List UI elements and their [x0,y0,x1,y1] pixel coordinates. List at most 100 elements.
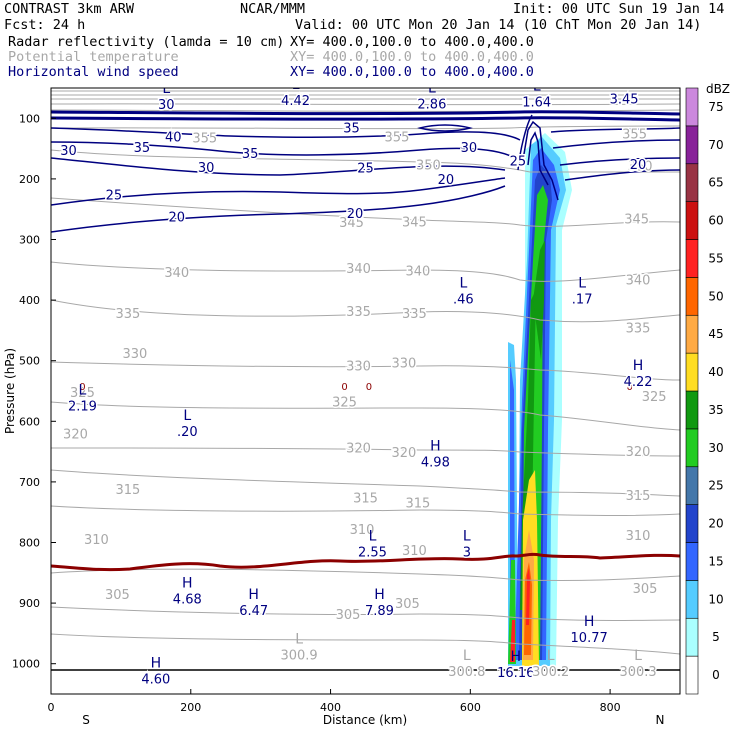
theta-label: 330 [346,360,371,375]
colorbar-swatch [685,163,699,202]
colorbar: 0 5 10 15 20 25 30 35 40 45 50 55 60 65 70 75 [685,87,724,695]
theta-line [51,94,680,96]
colorbar-unit: dBZ [706,82,730,96]
extremum-value: 300.9 [280,648,317,663]
wind-jet-band [51,116,680,122]
theta-label: 345 [402,215,427,230]
extremum-type: H [182,576,193,592]
colorbar-swatch [685,428,699,468]
extremum-value: 2.19 [68,399,97,414]
theta-label: 315 [626,489,651,504]
theta-label: 350 [416,158,441,173]
colorbar-level-label: 40 [708,365,723,379]
theta-label: 320 [626,445,651,460]
extremum-type: H [584,614,595,630]
wind-speed-label: 20 [438,173,455,188]
reflectivity-50dbz [526,568,530,625]
theta-line [51,361,680,381]
theta-line [51,606,680,621]
theta-line [51,299,680,323]
extremum-type: L [547,648,555,664]
theta-label: 335 [346,305,371,320]
wind-contour [559,157,680,166]
theta-label: 345 [624,212,649,227]
colorbar-swatch [685,617,699,657]
theta-label: 335 [402,307,427,322]
plot-frame [50,87,681,695]
extremum-value: .17 [572,293,593,308]
theta-label: 325 [70,386,95,401]
extremum-value: 300.3 [619,665,656,680]
extremum-type: L [463,648,471,664]
wind-speed-label: 20 [169,210,186,225]
theta-label: 310 [402,544,427,559]
theta-label: 335 [626,321,651,336]
wind-speed-label: 20 [630,158,647,173]
extremum-value: 1.64 [522,96,551,111]
theta-label: 320 [63,427,88,442]
organization-label: NCAR/MMM [240,1,306,17]
theta-label: 355 [385,130,410,145]
extremum-type: H [248,587,259,603]
wind-speed-label: 30 [60,144,77,159]
colorbar-level-label: 70 [708,138,723,152]
colorbar-level-label: 15 [708,554,723,568]
extremum-type: L [620,76,628,92]
y-tick-label: 400 [19,294,40,307]
x-axis-title: Distance (km) [323,713,407,727]
freezing-level-label: 0 [626,382,632,393]
theta-label: 310 [350,523,375,538]
theta-line [51,505,680,516]
extremum-value: 7.89 [365,604,394,619]
theta-label: 355 [622,127,647,142]
theta-line [51,633,680,655]
y-tick-label: 200 [19,173,40,186]
colorbar-swatch [685,314,699,354]
colorbar-level-label: 10 [708,592,723,606]
theta-line [51,149,680,173]
colorbar-level-label: 0 [712,668,720,682]
wind-jet-band [51,110,680,116]
extremum-type: L [79,382,87,398]
extremum-type: L [292,77,300,93]
colorbar-level-label: 20 [708,517,723,531]
theta-line [51,447,680,457]
reflectivity-tower [508,133,572,666]
colorbar-level-label: 60 [708,214,723,228]
colorbar-level-label: 25 [708,479,723,493]
model-title: CONTRAST 3km ARW [4,1,135,17]
theta-line [51,90,680,92]
extremum-value: 10.77 [571,631,608,646]
theta-line [51,568,680,582]
extremum-type: L [162,81,170,97]
wind-speed-label: 30 [461,141,478,156]
y-tick-label: 900 [19,597,40,610]
wind-contour [51,185,506,233]
extremum-type: H [374,587,385,603]
extremum-type: L [463,528,471,544]
theta-line [51,125,680,130]
extremum-value: 4.68 [173,593,202,608]
extremum-type: H [151,656,162,672]
extremum-type: L [578,276,586,292]
x-tick-label: 800 [600,701,621,714]
y-axis-title: Pressure (hPa) [3,348,17,434]
y-tick-label: 300 [19,234,40,247]
theta-label: 335 [115,307,140,322]
extremum-value: .46 [453,293,474,308]
x-tick-label: 200 [180,701,201,714]
theta-label: 310 [84,533,109,548]
extremum-type: L [459,276,467,292]
y-tick-label: 100 [19,112,40,125]
theta-line [51,401,680,431]
wind-speed-label: 40 [165,130,182,145]
y-tick-label: 600 [19,415,40,428]
extremum-value: 2.86 [417,98,446,113]
wind-contour [51,177,506,206]
y-tick-label: 700 [19,476,40,489]
extremum-value: 30 [158,98,175,113]
theta-label: 330 [392,357,417,372]
extremum-type: L [295,631,303,647]
extremum-type: L [183,408,191,424]
wind-contour [51,127,521,141]
